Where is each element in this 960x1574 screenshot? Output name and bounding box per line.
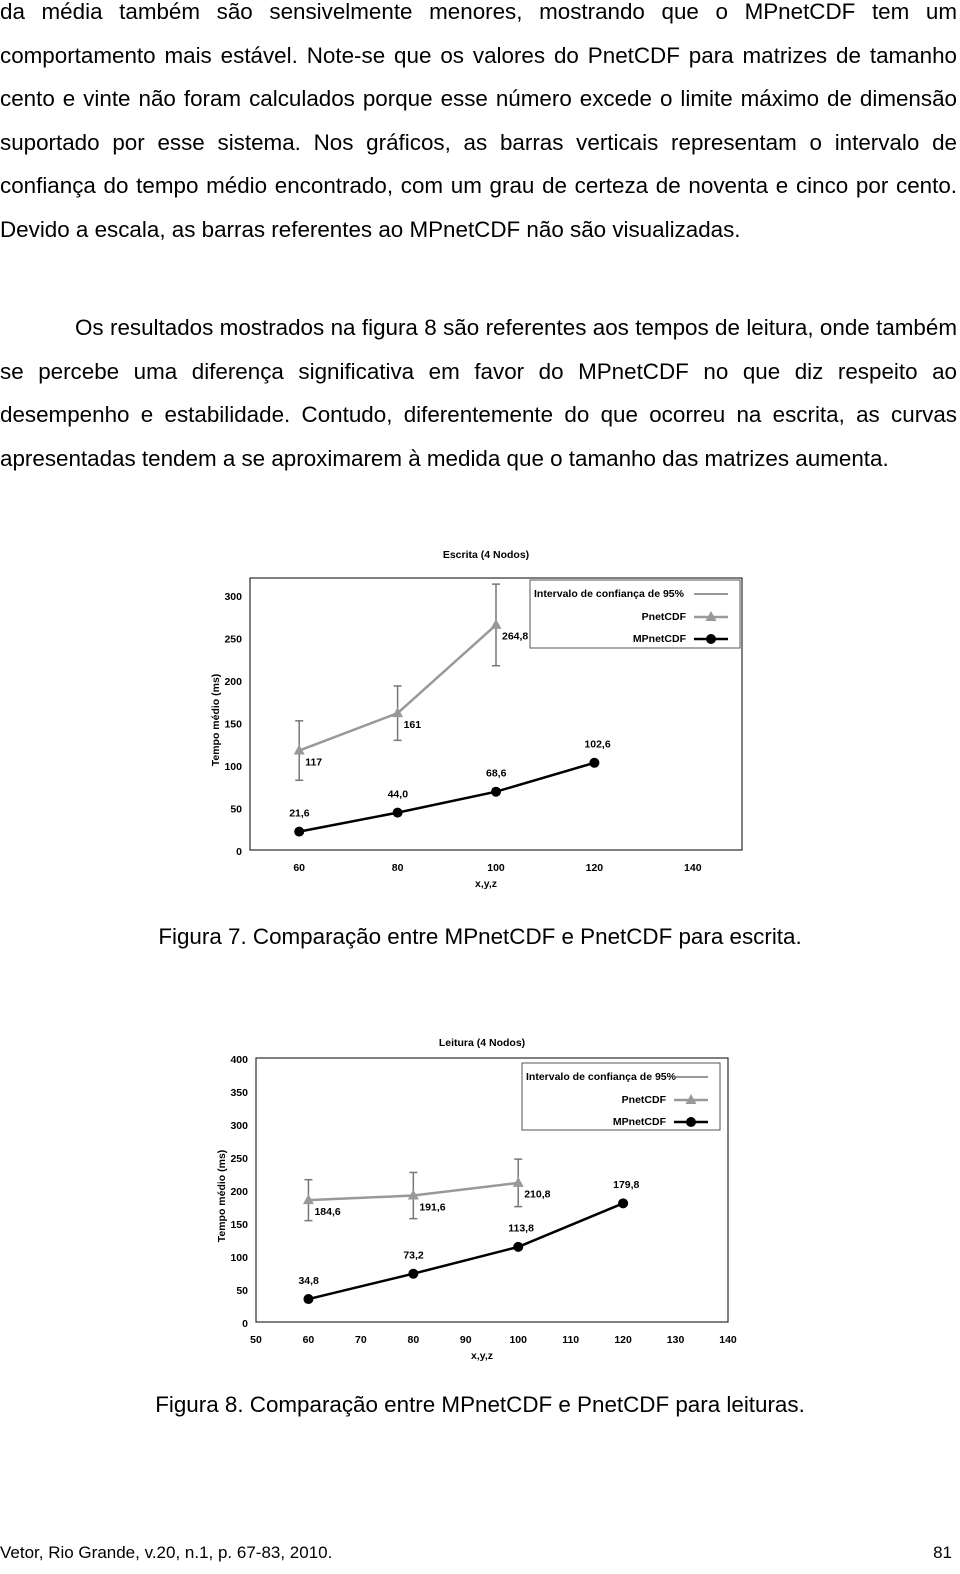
marker bbox=[392, 807, 403, 818]
x-tick-label: 110 bbox=[562, 1334, 579, 1346]
chart-title: Leitura (4 Nodos) bbox=[439, 1037, 525, 1049]
data-label: 113,8 bbox=[508, 1223, 534, 1235]
series-line bbox=[298, 761, 595, 833]
marker bbox=[392, 707, 404, 718]
y-tick-label: 100 bbox=[230, 1252, 248, 1264]
x-tick-label: 90 bbox=[460, 1334, 472, 1346]
marker bbox=[706, 634, 716, 644]
legend-label: MPnetCDF bbox=[633, 633, 687, 645]
data-label: 34,8 bbox=[298, 1275, 319, 1287]
x-tick-label: 140 bbox=[719, 1334, 737, 1346]
x-tick-label: 120 bbox=[614, 1334, 632, 1346]
data-label: 73,2 bbox=[403, 1249, 424, 1261]
y-axis-label: Tempo médio (ms) bbox=[216, 1150, 228, 1243]
marker bbox=[294, 826, 305, 837]
y-tick-label: 350 bbox=[230, 1087, 248, 1099]
data-label: 117 bbox=[305, 756, 322, 768]
x-tick-label: 100 bbox=[487, 862, 505, 874]
y-tick-label: 200 bbox=[224, 676, 242, 688]
marker bbox=[618, 1198, 629, 1209]
paragraph: Os resultados mostrados na figura 8 são … bbox=[0, 315, 957, 471]
y-tick-label: 150 bbox=[230, 1219, 248, 1231]
legend-box bbox=[521, 1062, 721, 1131]
data-label: 102,6 bbox=[584, 739, 610, 751]
data-label: 68,6 bbox=[486, 767, 507, 779]
x-tick-label: 60 bbox=[293, 862, 305, 874]
y-tick-label: 400 bbox=[230, 1054, 248, 1066]
footer-right: 81 bbox=[933, 1543, 952, 1562]
legend-label: Intervalo de confiança de 95% bbox=[534, 588, 685, 600]
caption: Figura 8. Comparação entre MPnetCDF e Pn… bbox=[155, 1392, 805, 1417]
x-axis-label: x,y,z bbox=[475, 878, 497, 890]
x-tick-label: 80 bbox=[407, 1334, 419, 1346]
data-label: 191,6 bbox=[419, 1201, 445, 1213]
plot-area bbox=[255, 1057, 729, 1323]
legend-box bbox=[529, 579, 741, 649]
y-tick-label: 250 bbox=[230, 1153, 248, 1165]
data-label: 210,8 bbox=[524, 1189, 550, 1201]
legend-label: Intervalo de confiança de 95% bbox=[526, 1071, 677, 1083]
x-tick-label: 130 bbox=[667, 1334, 685, 1346]
x-tick-label: 80 bbox=[392, 862, 404, 874]
chart-title: Escrita (4 Nodos) bbox=[443, 549, 529, 561]
y-axis-label: Tempo médio (ms) bbox=[210, 674, 222, 767]
y-tick-label: 0 bbox=[236, 846, 242, 858]
data-label: 161 bbox=[404, 719, 422, 731]
y-tick-label: 100 bbox=[224, 761, 242, 773]
data-label: 184,6 bbox=[314, 1206, 340, 1218]
legend-label: PnetCDF bbox=[622, 1094, 667, 1106]
y-tick-label: 50 bbox=[230, 803, 242, 815]
y-tick-label: 0 bbox=[242, 1318, 248, 1330]
marker bbox=[302, 1194, 314, 1205]
x-tick-label: 70 bbox=[355, 1334, 367, 1346]
marker bbox=[589, 757, 600, 768]
plot-area bbox=[249, 577, 743, 851]
y-tick-label: 300 bbox=[230, 1120, 248, 1132]
y-tick-label: 200 bbox=[230, 1186, 248, 1198]
marker bbox=[686, 1117, 696, 1127]
marker bbox=[685, 1094, 697, 1104]
marker bbox=[513, 1241, 524, 1252]
y-tick-label: 300 bbox=[224, 591, 242, 603]
paragraph: da média também são sensivelmente menore… bbox=[0, 0, 957, 242]
data-label: 179,8 bbox=[613, 1179, 639, 1191]
marker bbox=[490, 618, 502, 629]
chart: Leitura (4 Nodos)05010015020025030035040… bbox=[216, 1037, 737, 1362]
series-line bbox=[308, 1202, 624, 1301]
x-tick-label: 120 bbox=[586, 862, 604, 874]
legend-label: PnetCDF bbox=[642, 611, 687, 623]
x-tick-label: 100 bbox=[509, 1334, 527, 1346]
marker bbox=[408, 1268, 419, 1279]
footer-left: Vetor, Rio Grande, v.20, n.1, p. 67-83, … bbox=[0, 1543, 333, 1562]
data-label: 264,8 bbox=[502, 631, 528, 643]
marker bbox=[293, 744, 305, 755]
x-tick-label: 60 bbox=[303, 1334, 315, 1346]
marker bbox=[407, 1189, 419, 1200]
data-label: 21,6 bbox=[289, 807, 310, 819]
marker bbox=[705, 611, 717, 621]
data-label: 44,0 bbox=[388, 788, 409, 800]
marker bbox=[491, 786, 501, 797]
y-tick-label: 50 bbox=[236, 1285, 248, 1297]
marker bbox=[512, 1176, 524, 1187]
y-tick-label: 250 bbox=[224, 633, 242, 645]
chart: Escrita (4 Nodos) 0 50 100 150 200 250 300 60 80 1… bbox=[210, 549, 743, 890]
x-tick-label: 50 bbox=[250, 1334, 262, 1346]
legend-label: MPnetCDF bbox=[613, 1116, 667, 1128]
caption: Figura 7. Comparação entre MPnetCDF e Pn… bbox=[158, 924, 802, 949]
marker bbox=[303, 1294, 314, 1305]
y-tick-label: 150 bbox=[224, 718, 242, 730]
x-tick-label: 140 bbox=[684, 862, 702, 874]
x-axis-label: x,y,z bbox=[471, 1350, 493, 1362]
